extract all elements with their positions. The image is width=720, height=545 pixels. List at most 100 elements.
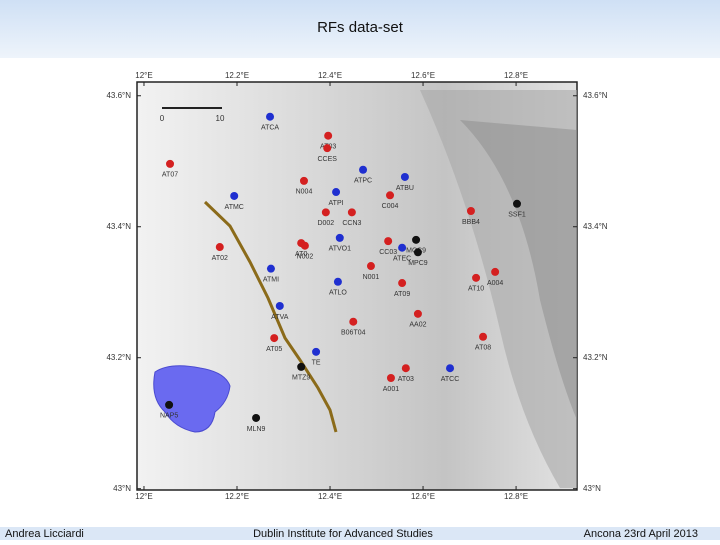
- station: [324, 131, 333, 140]
- station-label: ATVA: [271, 314, 289, 321]
- station: [215, 243, 224, 252]
- station: [366, 262, 375, 271]
- station-label: MPC9: [408, 260, 428, 267]
- station: [299, 176, 308, 185]
- x-tick-label: 12.8°E: [504, 71, 528, 80]
- station-label: ATPI: [329, 200, 344, 207]
- station: [332, 188, 341, 197]
- footer-bar: [0, 527, 720, 540]
- station-label: N001: [363, 274, 380, 281]
- station: [333, 277, 342, 286]
- scale-label: 10: [216, 114, 225, 123]
- station-label: CC03: [379, 249, 397, 256]
- station: [347, 208, 356, 217]
- station: [266, 112, 275, 121]
- station: [335, 233, 344, 242]
- station-label: CCN3: [342, 220, 361, 227]
- station-label: TE: [312, 360, 321, 367]
- station: [466, 207, 475, 216]
- x-tick-label: 12.6°E: [411, 492, 435, 501]
- station-label: D002: [317, 220, 334, 227]
- y-tick-label: 43.2°N: [583, 353, 608, 362]
- slide-title: RFs data-set: [317, 19, 404, 36]
- station-label: AT02: [212, 255, 228, 262]
- footer-author: Andrea Licciardi: [5, 528, 84, 540]
- station: [398, 279, 407, 288]
- x-tick-label: 12.2°E: [225, 492, 249, 501]
- station-label: ATMI: [263, 276, 279, 283]
- station: [166, 159, 175, 168]
- station: [386, 374, 395, 383]
- x-tick-label: 12.6°E: [411, 71, 435, 80]
- y-tick-label: 43.4°N: [106, 222, 131, 231]
- map: 0 10: [136, 81, 578, 491]
- station-label: AA02: [409, 322, 426, 329]
- station: [300, 241, 309, 250]
- station: [270, 334, 279, 343]
- station-label: ATEC: [393, 256, 411, 263]
- station: [401, 364, 410, 373]
- station-label: AT03: [398, 376, 414, 383]
- lake: [153, 365, 231, 433]
- y-tick-label: 43.6°N: [583, 91, 608, 100]
- station-label: ATLO: [329, 290, 347, 297]
- station-label: AT05: [266, 346, 282, 353]
- station-label: BBB4: [462, 219, 480, 226]
- station-label: AT10: [468, 286, 484, 293]
- station: [165, 400, 174, 409]
- station-label: N004: [296, 189, 313, 196]
- station-label: AT09: [394, 291, 410, 298]
- station-label: NAP5: [160, 413, 178, 420]
- station-label: MTZ9: [292, 375, 310, 382]
- station: [321, 208, 330, 217]
- station: [398, 243, 407, 252]
- station: [230, 191, 239, 200]
- station: [266, 264, 275, 273]
- y-tick-label: 43.4°N: [583, 222, 608, 231]
- station-label: AT0: [295, 251, 307, 258]
- x-tick-label: 12.4°E: [318, 492, 342, 501]
- station-label: B06T04: [341, 330, 366, 337]
- station: [472, 273, 481, 282]
- station-label: ATMC: [225, 204, 244, 211]
- station-label: CCES: [318, 156, 338, 163]
- station: [400, 172, 409, 181]
- station: [359, 165, 368, 174]
- x-tick-label: 12°E: [135, 71, 152, 80]
- x-tick-label: 12.4°E: [318, 71, 342, 80]
- header-bar: [0, 0, 720, 58]
- fault-line: [203, 200, 338, 433]
- station: [491, 267, 500, 276]
- station-label: ATBU: [396, 185, 414, 192]
- station: [323, 144, 332, 153]
- station-label: ATCA: [261, 125, 279, 132]
- station: [413, 309, 422, 318]
- station-label: A001: [383, 386, 399, 393]
- station-label: ATPC: [354, 178, 372, 185]
- x-tick-label: 12°E: [135, 492, 152, 501]
- y-tick-label: 43°N: [113, 484, 131, 493]
- station: [513, 199, 521, 208]
- station-label: SSF1: [508, 212, 526, 219]
- relief: [460, 120, 577, 420]
- station: [312, 347, 321, 356]
- x-tick-label: 12.8°E: [504, 492, 528, 501]
- footer-event: Ancona 23rd April 2013: [584, 528, 698, 540]
- station: [412, 235, 421, 244]
- station: [349, 317, 358, 326]
- y-tick-label: 43.6°N: [106, 91, 131, 100]
- station: [386, 191, 395, 200]
- station-label: ATVO1: [329, 246, 352, 253]
- station: [252, 413, 261, 422]
- footer-institute: Dublin Institute for Advanced Studies: [253, 528, 433, 540]
- station-label: C004: [382, 203, 399, 210]
- station-label: MLN9: [247, 426, 266, 433]
- station: [297, 362, 306, 371]
- x-tick-label: 12.2°E: [225, 71, 249, 80]
- station: [384, 237, 393, 246]
- station: [413, 248, 422, 257]
- station-label: AT08: [475, 345, 491, 352]
- y-tick-label: 43.2°N: [106, 353, 131, 362]
- station-label: N002: [297, 254, 314, 261]
